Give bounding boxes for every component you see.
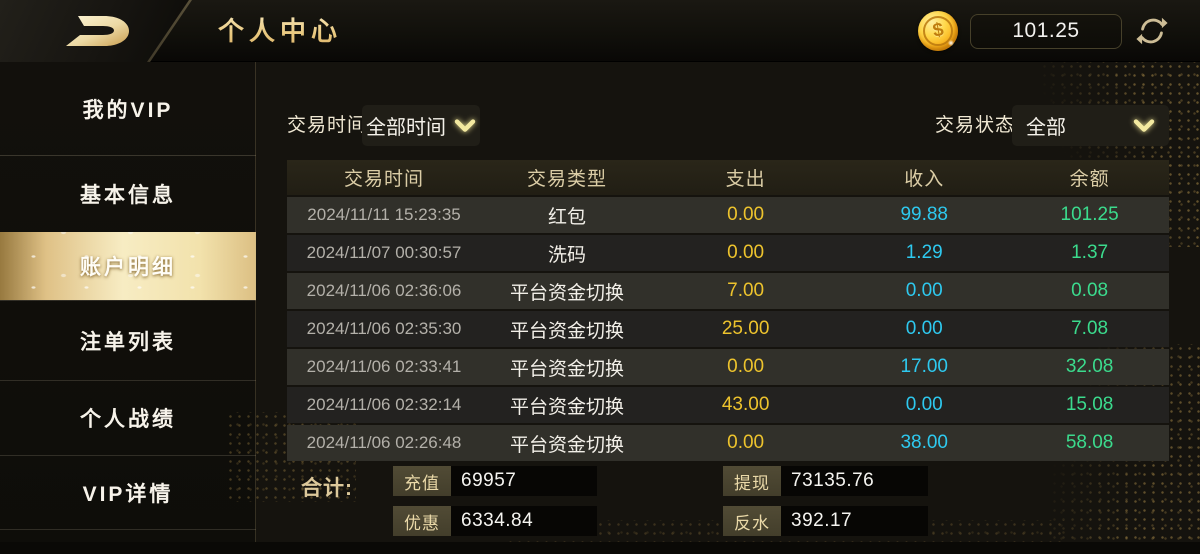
cell-balance: 1.37 xyxy=(1071,242,1109,263)
cell-income: 38.00 xyxy=(900,432,948,453)
cell-balance: 15.08 xyxy=(1065,394,1114,415)
cell-income: 99.88 xyxy=(900,204,948,225)
brand-d-arrow-icon xyxy=(66,16,129,46)
balance-group: $ 101.25 xyxy=(918,0,1172,62)
sidebar-item-账户明细[interactable]: 账户明细 xyxy=(0,232,256,300)
main-content: 交易时间 全部时间 交易状态 全部 交易时间 交易类型 支出 收入 余额 2024/11… xyxy=(226,62,1200,554)
stat-label: 反水 xyxy=(723,506,781,536)
cell-time: 2024/11/06 02:26:48 xyxy=(306,433,462,452)
cell-expense: 0.00 xyxy=(727,204,765,225)
table-row: 2024/11/11 15:23:35 红包 0.00 99.88 101.25 xyxy=(287,197,1169,233)
column-header: 交易时间 xyxy=(344,169,425,190)
gold-coin-icon: $ xyxy=(918,11,958,51)
page-title: 个人中心 xyxy=(218,0,342,62)
cell-type: 红包 xyxy=(548,206,587,228)
stat-value: 6334.84 xyxy=(451,506,597,536)
cell-income: 1.29 xyxy=(905,242,943,263)
stat-优惠: 优惠 6334.84 xyxy=(393,506,597,536)
column-header: 交易类型 xyxy=(527,169,608,190)
sidebar-item-label: 个人战绩 xyxy=(80,408,176,431)
status-filter-value: 全部 xyxy=(1026,117,1066,139)
stat-label: 充值 xyxy=(393,466,451,496)
cell-time: 2024/11/06 02:35:30 xyxy=(306,319,462,338)
cell-balance: 101.25 xyxy=(1060,204,1119,225)
cell-time: 2024/11/06 02:32:14 xyxy=(306,395,462,414)
sidebar-item-label: 账户明细 xyxy=(80,256,176,279)
totals-summary: 合计: 充值 69957 提现 73135.76 优惠 6334.84 反水 392.17 xyxy=(287,460,1169,540)
sidebar-item-基本信息[interactable]: 基本信息 xyxy=(0,155,256,232)
sidebar-item-label: 我的VIP xyxy=(82,98,174,122)
cell-time: 2024/11/11 15:23:35 xyxy=(307,205,461,224)
time-filter-value: 全部时间 xyxy=(366,117,446,139)
cell-income: 0.00 xyxy=(905,280,943,301)
cell-type: 平台资金切换 xyxy=(510,434,625,456)
sidebar-nav: 我的VIP 基本信息账户明细注单列表个人战绩 VIP详情 xyxy=(0,62,256,554)
bottom-strip xyxy=(0,542,1200,554)
sidebar-item-个人战绩[interactable]: 个人战绩 xyxy=(0,380,256,455)
stat-label: 提现 xyxy=(723,466,781,496)
cell-type: 平台资金切换 xyxy=(510,358,625,380)
chevron-down-icon xyxy=(454,118,476,134)
cell-type: 平台资金切换 xyxy=(510,320,625,342)
transaction-time-label: 交易时间 xyxy=(287,115,368,136)
sidebar-item-VIP详情[interactable]: VIP详情 xyxy=(0,455,256,530)
refresh-icon xyxy=(1136,17,1168,45)
sidebar-item-注单列表[interactable]: 注单列表 xyxy=(0,300,256,380)
cell-time: 2024/11/06 02:33:41 xyxy=(306,357,462,376)
sidebar-item-我的VIP[interactable]: 我的VIP xyxy=(0,62,256,155)
stat-提现: 提现 73135.76 xyxy=(723,466,928,496)
table-row: 2024/11/07 00:30:57 洗码 0.00 1.29 1.37 xyxy=(287,235,1169,271)
table-row: 2024/11/06 02:33:41 平台资金切换 0.00 17.00 32.08 xyxy=(287,349,1169,385)
totals-label: 合计: xyxy=(301,477,353,500)
cell-expense: 0.00 xyxy=(727,356,765,377)
table-header-row: 交易时间 交易类型 支出 收入 余额 xyxy=(287,160,1169,195)
cell-time: 2024/11/07 00:30:57 xyxy=(306,243,462,262)
transactions-table: 交易时间 交易类型 支出 收入 余额 2024/11/11 15:23:35 红包 0.00… xyxy=(287,160,1169,461)
sidebar-item-label: 注单列表 xyxy=(80,330,176,354)
column-header: 支出 xyxy=(725,169,766,190)
refresh-button[interactable] xyxy=(1132,11,1172,51)
cell-balance: 58.08 xyxy=(1065,432,1114,453)
cell-balance: 7.08 xyxy=(1071,318,1109,339)
cell-type: 平台资金切换 xyxy=(510,396,625,418)
cell-income: 17.00 xyxy=(900,356,948,377)
transaction-status-label: 交易状态 xyxy=(935,115,1016,136)
stat-value: 392.17 xyxy=(781,506,928,536)
cell-income: 0.00 xyxy=(905,394,943,415)
cell-balance: 0.08 xyxy=(1071,280,1109,301)
cell-balance: 32.08 xyxy=(1065,356,1114,377)
cell-expense: 25.00 xyxy=(721,318,770,339)
balance-display: 101.25 xyxy=(970,13,1122,49)
sidebar-item-label: VIP详情 xyxy=(82,482,174,506)
chevron-down-icon xyxy=(1133,118,1155,134)
status-filter-dropdown[interactable]: 全部 xyxy=(1012,105,1169,146)
column-header: 收入 xyxy=(904,169,945,190)
table-row: 2024/11/06 02:35:30 平台资金切换 25.00 0.00 7.08 xyxy=(287,311,1169,347)
stat-value: 73135.76 xyxy=(781,466,928,496)
cell-expense: 0.00 xyxy=(727,432,765,453)
cell-time: 2024/11/06 02:36:06 xyxy=(306,281,462,300)
table-body: 2024/11/11 15:23:35 红包 0.00 99.88 101.25 2024… xyxy=(287,197,1169,461)
cell-income: 0.00 xyxy=(905,318,943,339)
table-row: 2024/11/06 02:36:06 平台资金切换 7.00 0.00 0.08 xyxy=(287,273,1169,309)
cell-expense: 7.00 xyxy=(727,280,765,301)
sidebar-item-label: 基本信息 xyxy=(80,184,176,207)
table-row: 2024/11/06 02:26:48 平台资金切换 0.00 38.00 58.08 xyxy=(287,425,1169,461)
stat-value: 69957 xyxy=(451,466,597,496)
totals-stats: 充值 69957 提现 73135.76 优惠 6334.84 反水 392.17 xyxy=(393,466,928,536)
cell-type: 平台资金切换 xyxy=(510,282,625,304)
column-header: 余额 xyxy=(1069,169,1110,190)
stat-充值: 充值 69957 xyxy=(393,466,597,496)
cell-type: 洗码 xyxy=(548,244,587,266)
filter-bar: 交易时间 全部时间 交易状态 全部 xyxy=(287,105,1169,146)
table-row: 2024/11/06 02:32:14 平台资金切换 43.00 0.00 15.08 xyxy=(287,387,1169,423)
stat-label: 优惠 xyxy=(393,506,451,536)
stat-反水: 反水 392.17 xyxy=(723,506,928,536)
cell-expense: 0.00 xyxy=(727,242,765,263)
cell-expense: 43.00 xyxy=(721,394,770,415)
top-bar: 个人中心 $ 101.25 xyxy=(0,0,1200,62)
time-filter-dropdown[interactable]: 全部时间 xyxy=(362,105,480,146)
